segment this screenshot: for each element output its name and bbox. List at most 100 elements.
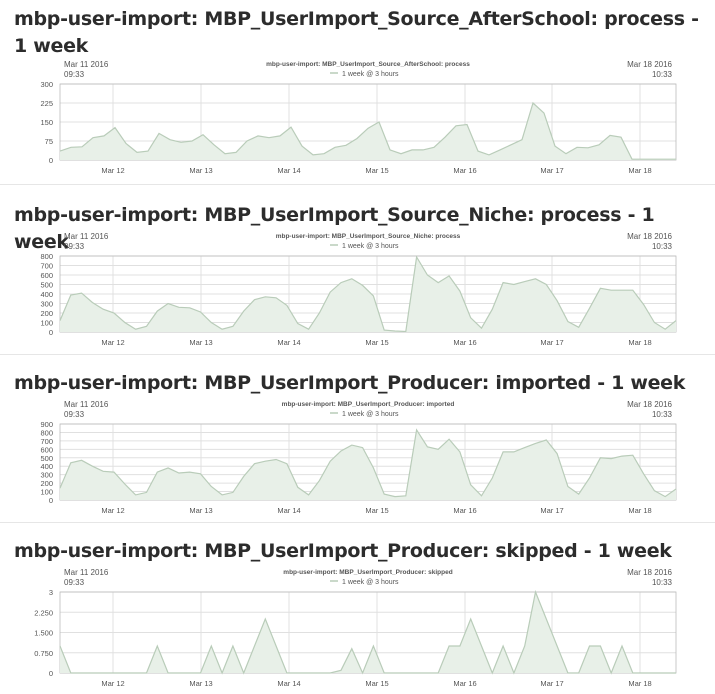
x-tick-label: Mar 17 (540, 166, 563, 175)
start-date-label: Mar 11 2016 (64, 568, 109, 577)
legend-label: 1 week @ 3 hours (342, 579, 399, 586)
x-tick-label: Mar 14 (277, 679, 300, 688)
y-tick-label: 800 (40, 252, 53, 261)
x-tick-label: Mar 16 (453, 506, 476, 515)
x-tick-label: Mar 15 (365, 166, 388, 175)
series-area (60, 103, 676, 160)
graph-image: Mar 11 2016 09:33 Mar 18 2016 10:33 mbp-user… (0, 398, 688, 518)
panel-title: mbp-user-import: MBP_UserImport_Source_N… (14, 204, 655, 253)
chart-title: mbp-user-import: MBP_UserImport_Source_N… (276, 233, 461, 240)
y-tick-label: 100 (40, 319, 53, 328)
x-tick-label: Mar 12 (101, 506, 124, 515)
y-tick-label: 150 (40, 118, 53, 127)
y-tick-label: 300 (40, 471, 53, 480)
y-tick-label: 0 (49, 156, 53, 165)
y-tick-label: 100 (40, 488, 53, 497)
y-tick-label: 0 (49, 328, 53, 337)
graph-image: Mar 11 2016 09:33 Mar 18 2016 10:33 mbp-user… (0, 58, 688, 178)
x-tick-label: Mar 17 (540, 338, 563, 347)
end-date-label: Mar 18 2016 (627, 60, 672, 69)
chart-title: mbp-user-import: MBP_UserImport_Producer… (282, 401, 455, 408)
graph-panel-afterschool: mbp-user-import: MBP_UserImport_Source_A… (0, 0, 715, 175)
panel-title: mbp-user-import: MBP_UserImport_Producer… (14, 372, 686, 394)
start-date-label: Mar 11 2016 (64, 60, 109, 69)
series-area (60, 257, 676, 332)
y-tick-label: 700 (40, 262, 53, 271)
x-tick-label: Mar 16 (453, 679, 476, 688)
graph-image: Mar 11 2016 09:33 Mar 18 2016 10:33 mbp-user… (0, 230, 688, 350)
y-tick-label: 200 (40, 479, 53, 488)
y-tick-label: 0 (49, 669, 53, 678)
x-tick-label: Mar 18 (628, 166, 651, 175)
end-time-label: 10:33 (652, 242, 673, 251)
graph-image: Mar 11 2016 09:33 Mar 18 2016 10:33 mbp-user… (0, 566, 688, 691)
x-tick-label: Mar 17 (540, 506, 563, 515)
x-tick-label: Mar 13 (189, 679, 212, 688)
graph-panel-niche: mbp-user-import: MBP_UserImport_Source_N… (0, 190, 715, 350)
y-tick-label: 0.750 (34, 649, 53, 658)
y-tick-label: 400 (40, 290, 53, 299)
x-tick-label: Mar 16 (453, 166, 476, 175)
x-tick-label: Mar 12 (101, 338, 124, 347)
x-tick-label: Mar 15 (365, 338, 388, 347)
legend-label: 1 week @ 3 hours (342, 243, 399, 250)
series-line (59, 255, 677, 333)
x-tick-label: Mar 16 (453, 338, 476, 347)
x-tick-label: Mar 13 (189, 338, 212, 347)
y-tick-label: 500 (40, 281, 53, 290)
x-tick-label: Mar 14 (277, 506, 300, 515)
chart-title: mbp-user-import: MBP_UserImport_Source_A… (266, 61, 470, 68)
x-tick-label: Mar 15 (365, 679, 388, 688)
y-tick-label: 300 (40, 80, 53, 89)
panel-divider (0, 184, 715, 185)
end-time-label: 10:33 (652, 70, 673, 79)
end-time-label: 10:33 (652, 410, 673, 419)
x-tick-label: Mar 14 (277, 166, 300, 175)
y-tick-label: 800 (40, 428, 53, 437)
panel-divider (0, 522, 715, 523)
start-time-label: 09:33 (64, 242, 85, 251)
x-tick-label: Mar 18 (628, 679, 651, 688)
series-line (59, 428, 677, 498)
start-date-label: Mar 11 2016 (64, 232, 109, 241)
x-tick-label: Mar 12 (101, 166, 124, 175)
y-tick-label: 1.500 (34, 629, 53, 638)
series-line (59, 101, 676, 160)
y-tick-label: 600 (40, 445, 53, 454)
y-tick-label: 0 (49, 496, 53, 505)
start-time-label: 09:33 (64, 578, 85, 587)
y-tick-label: 3 (49, 588, 53, 597)
end-date-label: Mar 18 2016 (627, 400, 672, 409)
y-tick-label: 400 (40, 462, 53, 471)
start-time-label: 09:33 (64, 410, 85, 419)
end-date-label: Mar 18 2016 (627, 232, 672, 241)
x-tick-label: Mar 13 (189, 506, 212, 515)
legend-label: 1 week @ 3 hours (342, 71, 399, 78)
x-tick-label: Mar 18 (628, 338, 651, 347)
y-tick-label: 2.250 (34, 608, 53, 617)
legend-label: 1 week @ 3 hours (342, 411, 399, 418)
end-date-label: Mar 18 2016 (627, 568, 672, 577)
x-tick-label: Mar 17 (540, 679, 563, 688)
start-time-label: 09:33 (64, 70, 85, 79)
x-tick-label: Mar 12 (101, 679, 124, 688)
y-tick-label: 700 (40, 437, 53, 446)
panel-title: mbp-user-import: MBP_UserImport_Source_A… (14, 8, 699, 57)
x-tick-label: Mar 18 (628, 506, 651, 515)
y-tick-label: 500 (40, 454, 53, 463)
panel-divider (0, 354, 715, 355)
x-tick-label: Mar 14 (277, 338, 300, 347)
y-tick-label: 900 (40, 420, 53, 429)
graph-panel-imported: mbp-user-import: MBP_UserImport_Producer… (0, 358, 715, 518)
y-tick-label: 225 (40, 99, 53, 108)
end-time-label: 10:33 (652, 578, 673, 587)
x-tick-label: Mar 13 (189, 166, 212, 175)
series-line (59, 589, 676, 675)
x-tick-label: Mar 15 (365, 506, 388, 515)
panel-title: mbp-user-import: MBP_UserImport_Producer… (14, 540, 672, 562)
y-tick-label: 300 (40, 300, 53, 309)
